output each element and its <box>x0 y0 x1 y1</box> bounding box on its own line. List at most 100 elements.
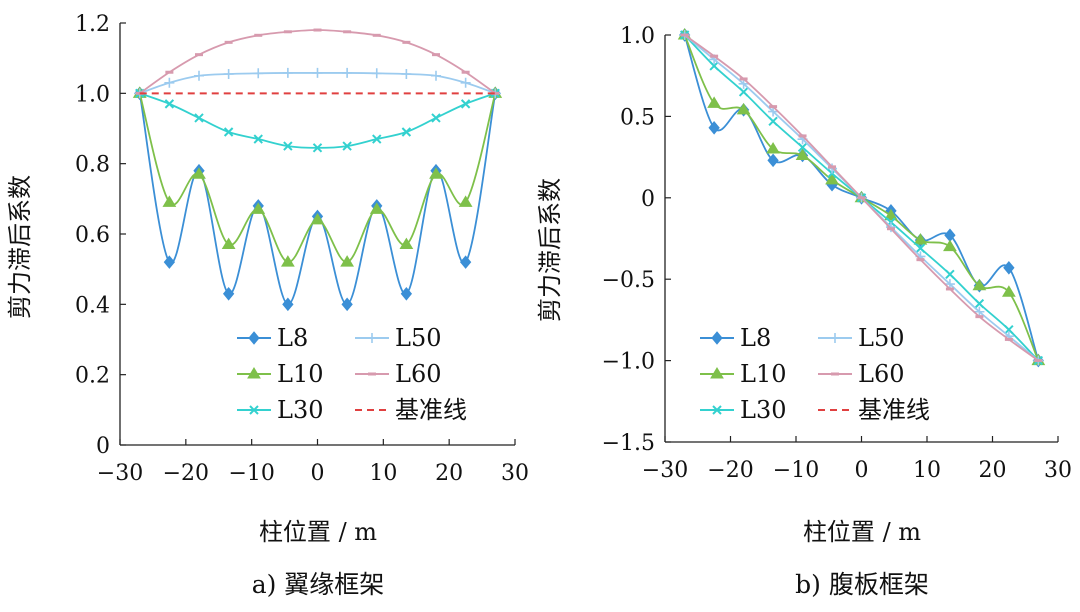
data-point-L50 <box>944 279 955 290</box>
legend-label: L8 <box>740 324 771 352</box>
x-tick-label: −10 <box>773 458 819 483</box>
legend-marker <box>830 333 840 343</box>
data-point-L30 <box>974 298 985 309</box>
x-tick-label: −30 <box>642 458 688 483</box>
x-tick-label: 10 <box>369 461 397 486</box>
data-point-L10 <box>310 212 325 225</box>
data-point-L30 <box>194 113 204 123</box>
data-point-L50 <box>974 306 985 317</box>
data-point-L10 <box>972 278 987 291</box>
legend-marker <box>367 333 377 343</box>
x-axis-label-a: 柱位置 / m <box>259 518 377 546</box>
series-line-L8 <box>138 93 497 306</box>
y-axis-label-b: 剪力滞后系数 <box>536 178 564 322</box>
legend-label: 基准线 <box>858 396 930 424</box>
data-point-L50 <box>282 67 293 78</box>
data-point-L50 <box>827 163 838 174</box>
legend-item-L10: L10 <box>700 360 786 388</box>
chart-flange-frame: 剪力滞后系数 柱位置 / m a) 翼缘框架 0 0.2 0.4 0.6 0.8 1.0 1… <box>6 12 529 599</box>
data-point-L30 <box>223 127 234 137</box>
data-point-L30 <box>164 99 175 109</box>
legend-item-基准线: 基准线 <box>818 396 930 424</box>
x-tick-label: −30 <box>97 461 143 486</box>
data-point-L30 <box>342 141 352 151</box>
legend-label: L8 <box>277 324 308 352</box>
data-point-L30 <box>312 143 323 153</box>
legend-marker <box>711 331 723 345</box>
legend-item-L50: L50 <box>818 324 904 352</box>
data-point-L10 <box>251 202 266 214</box>
legend-marker <box>712 405 722 415</box>
data-point-L30 <box>283 141 293 151</box>
caption-a: a) 翼缘框架 <box>252 570 385 599</box>
series-L10 <box>132 86 503 267</box>
series-L60 <box>680 33 1043 363</box>
legend: L8 L50 L10 L60 L30 基准线 <box>237 324 467 424</box>
y-tick-label: 0.4 <box>75 293 110 318</box>
data-point-L50 <box>194 70 204 81</box>
y-tick-label: 0.8 <box>75 153 110 178</box>
data-point-L8 <box>282 297 294 312</box>
y-tick-label: 1.0 <box>75 82 110 107</box>
data-point-L50 <box>342 67 353 78</box>
y-tick-label: −0.5 <box>602 268 655 293</box>
data-point-L10 <box>369 202 384 214</box>
data-point-L30 <box>797 142 808 153</box>
legend-label: L30 <box>740 396 786 424</box>
y-axis-label-a: 剪力滞后系数 <box>6 175 34 319</box>
legend-marker <box>248 331 260 345</box>
data-point-L50 <box>371 68 382 79</box>
series-L30 <box>135 88 500 153</box>
y-tick-label: 0 <box>96 434 110 459</box>
y-tick-label: 1.2 <box>75 12 110 37</box>
legend-item-L10: L10 <box>237 360 323 388</box>
x-tick-label: −20 <box>163 461 209 486</box>
legend-marker <box>249 405 259 415</box>
data-point-L8 <box>222 287 235 301</box>
data-point-L8 <box>767 153 779 168</box>
legend-item-L30: L30 <box>237 396 323 424</box>
x-tick-label: 20 <box>435 461 463 486</box>
data-point-L50 <box>768 106 779 117</box>
data-point-L10 <box>943 239 957 252</box>
legend-label: L60 <box>858 360 904 388</box>
data-point-L50 <box>460 77 471 88</box>
data-point-L8 <box>708 121 720 135</box>
legend-item-L8: L8 <box>237 324 308 352</box>
y-tick-label: 0.6 <box>75 223 110 248</box>
data-point-L30 <box>431 113 441 123</box>
x-tick-label: 30 <box>1044 458 1072 483</box>
data-point-L10 <box>399 237 414 250</box>
data-point-L10 <box>221 237 236 250</box>
data-point-L10 <box>192 167 206 179</box>
data-point-L8 <box>1003 261 1015 275</box>
legend-label: L60 <box>395 360 441 388</box>
series-L60 <box>135 28 500 95</box>
x-tick-label: 20 <box>979 458 1007 483</box>
data-point-L10 <box>707 96 722 108</box>
data-point-L8 <box>459 255 472 269</box>
data-point-L10 <box>884 208 898 221</box>
y-tick-label: −1.5 <box>602 431 655 456</box>
data-point-L50 <box>401 68 412 79</box>
x-tick-label: 0 <box>855 458 869 483</box>
data-point-L10 <box>162 195 177 207</box>
data-point-L10 <box>340 255 355 267</box>
data-point-L30 <box>253 134 263 144</box>
data-point-L30 <box>1004 324 1014 335</box>
x-tick-label: −10 <box>228 461 274 486</box>
series-line-L60 <box>139 29 496 95</box>
series-L8 <box>134 86 501 312</box>
legend-item-L50: L50 <box>355 324 441 352</box>
legend-label: L50 <box>395 324 441 352</box>
y-tick-label: −1.0 <box>602 350 655 375</box>
legend-label: L10 <box>277 360 323 388</box>
y-tick-label: 1.0 <box>620 24 655 49</box>
data-point-L30 <box>460 99 471 109</box>
data-point-L30 <box>945 269 955 280</box>
legend-item-L8: L8 <box>700 324 771 352</box>
data-point-L8 <box>341 297 353 312</box>
chart-web-frame: 剪力滞后系数 柱位置 / m b) 腹板框架 −1.5 −1.0 −0.5 0 0.5 1… <box>536 24 1072 599</box>
